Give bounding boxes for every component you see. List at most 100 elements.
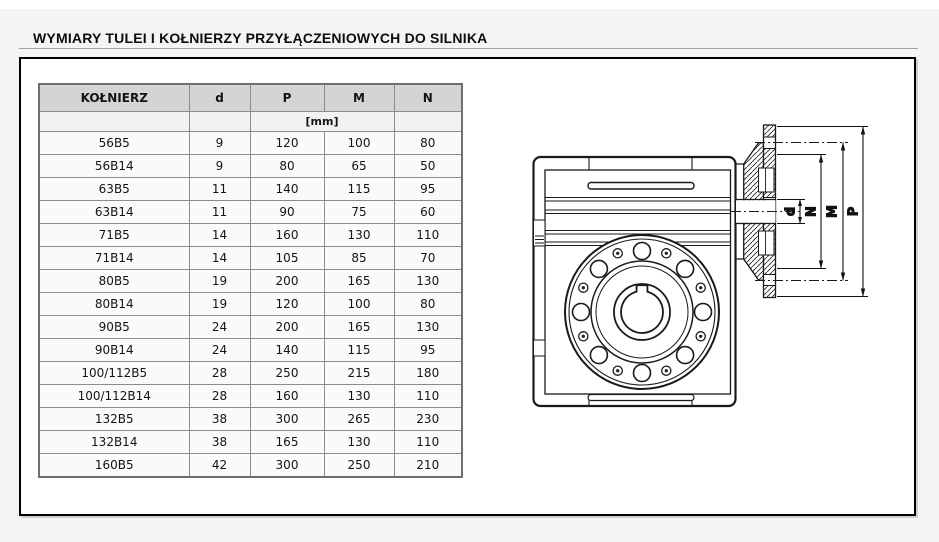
dimension-value-cell: 250 [323, 453, 395, 478]
table-row: 100/112B14 28 160 130 110 [38, 384, 463, 408]
table-row: 63B5 11 140 115 95 [38, 177, 463, 201]
dimension-value-cell: 24 [188, 338, 251, 362]
table-row: 90B14 24 140 115 95 [38, 338, 463, 362]
table-row: 132B14 38 165 130 110 [38, 430, 463, 454]
dimension-value-cell: 165 [323, 315, 395, 339]
dimension-value-cell: 100 [323, 131, 395, 155]
dimension-value-cell: 130 [393, 269, 463, 293]
flange-name-cell: 80B5 [38, 269, 190, 293]
header-row: KOŁNIERZ d P M N [38, 83, 463, 112]
table-row: 71B14 14 105 85 70 [38, 246, 463, 270]
page-title: WYMIARY TULEI I KOŁNIERZY PRZYŁĄCZENIOWY… [33, 30, 488, 46]
flange-screw-dots [581, 251, 703, 373]
left-notch-lower [533, 339, 546, 357]
flange-name-cell: 56B14 [38, 154, 190, 178]
table-body: 56B5 9 120 100 80 56B14 9 80 65 50 63B5 11 140 115 95 6… [38, 131, 463, 478]
dimension-value-cell: 28 [188, 361, 251, 385]
table-row: 80B5 19 200 165 130 [38, 269, 463, 293]
unit-cell-mm: [mm] [249, 111, 395, 132]
dimension-lines: d N M P [777, 126, 868, 297]
flange-name-cell: 132B5 [38, 407, 190, 431]
dimension-value-cell: 200 [249, 315, 325, 339]
dim-line-P [860, 126, 866, 297]
flange-name-cell: 63B5 [38, 177, 190, 201]
dimension-value-cell: 200 [249, 269, 325, 293]
col-header-d: d [188, 83, 251, 112]
dimension-value-cell: 85 [323, 246, 395, 270]
dimension-value-cell: 140 [249, 177, 325, 201]
dimension-value-cell: 60 [393, 200, 463, 224]
flange-name-cell: 63B14 [38, 200, 190, 224]
dimension-value-cell: 130 [323, 384, 395, 408]
dimension-value-cell: 9 [188, 154, 251, 178]
dimension-value-cell: 24 [188, 315, 251, 339]
dimension-value-cell: 110 [393, 223, 463, 247]
unit-cell-empty [38, 111, 190, 132]
flange-name-cell: 71B5 [38, 223, 190, 247]
dimension-value-cell: 19 [188, 292, 251, 316]
dimension-value-cell: 215 [323, 361, 395, 385]
table-row: 90B5 24 200 165 130 [38, 315, 463, 339]
dimension-value-cell: 70 [393, 246, 463, 270]
flange-name-cell: 90B14 [38, 338, 190, 362]
flange-name-cell: 90B5 [38, 315, 190, 339]
dimension-value-cell: 80 [249, 154, 325, 178]
dimension-value-cell: 80 [393, 131, 463, 155]
dimension-value-cell: 38 [188, 430, 251, 454]
table-row: 56B14 9 80 65 50 [38, 154, 463, 178]
dim-label-M: M [826, 205, 841, 218]
dimension-value-cell: 11 [188, 177, 251, 201]
dimension-value-cell: 165 [249, 430, 325, 454]
dimension-value-cell: 115 [323, 177, 395, 201]
dimension-value-cell: 160 [249, 223, 325, 247]
motor-flange-section [731, 124, 848, 299]
col-header-n: N [393, 83, 463, 112]
dimension-value-cell: 14 [188, 246, 251, 270]
table-row: 63B14 11 90 75 60 [38, 200, 463, 224]
flange-spigot-circle [595, 265, 689, 359]
table-row: 100/112B5 28 250 215 180 [38, 361, 463, 385]
keyed-bore [620, 284, 664, 334]
dimension-value-cell: 110 [393, 430, 463, 454]
dimension-value-cell: 14 [188, 223, 251, 247]
unit-cell-empty [188, 111, 251, 132]
left-notch-ticks [535, 235, 544, 244]
content-box: KOŁNIERZ d P M N [mm] 56B5 9 120 100 80 56B14… [19, 57, 916, 516]
dimension-value-cell: 265 [323, 407, 395, 431]
flange-dimensions-table: KOŁNIERZ d P M N [mm] 56B5 9 120 100 80 56B14… [38, 83, 463, 478]
dimension-value-cell: 90 [249, 200, 325, 224]
bottom-slot [587, 393, 695, 402]
title-rule [19, 48, 918, 49]
dimension-value-cell: 110 [393, 384, 463, 408]
output-flange [564, 234, 720, 390]
flange-name-cell: 71B14 [38, 246, 190, 270]
extension-lines [777, 126, 868, 297]
center-lines [731, 142, 848, 281]
table-row: 132B5 38 300 265 230 [38, 407, 463, 431]
dimension-value-cell: 19 [188, 269, 251, 293]
dimension-value-cell: 300 [249, 407, 325, 431]
unit-cell-empty [393, 111, 463, 132]
body-band-dividers [588, 157, 693, 406]
table-row: 56B5 9 120 100 80 [38, 131, 463, 155]
dimension-value-cell: 100 [323, 292, 395, 316]
dimension-value-cell: 140 [249, 338, 325, 362]
dimension-value-cell: 50 [393, 154, 463, 178]
dimension-value-cell: 105 [249, 246, 325, 270]
dimension-value-cell: 230 [393, 407, 463, 431]
dimension-value-cell: 65 [323, 154, 395, 178]
dimension-value-cell: 120 [249, 292, 325, 316]
bell-connectors [735, 163, 744, 260]
flange-outer-rim [568, 238, 716, 386]
dimension-value-cell: 42 [188, 453, 251, 478]
flange-name-cell: 160B5 [38, 453, 190, 478]
top-slot [587, 181, 695, 190]
dimension-value-cell: 130 [323, 223, 395, 247]
unit-row: [mm] [38, 111, 463, 132]
dimension-value-cell: 38 [188, 407, 251, 431]
dimension-value-cell: 95 [393, 177, 463, 201]
dim-label-P: P [847, 207, 862, 217]
top-strip [0, 0, 939, 9]
dimension-value-cell: 130 [323, 430, 395, 454]
col-header-kolnierz: KOŁNIERZ [38, 83, 190, 112]
